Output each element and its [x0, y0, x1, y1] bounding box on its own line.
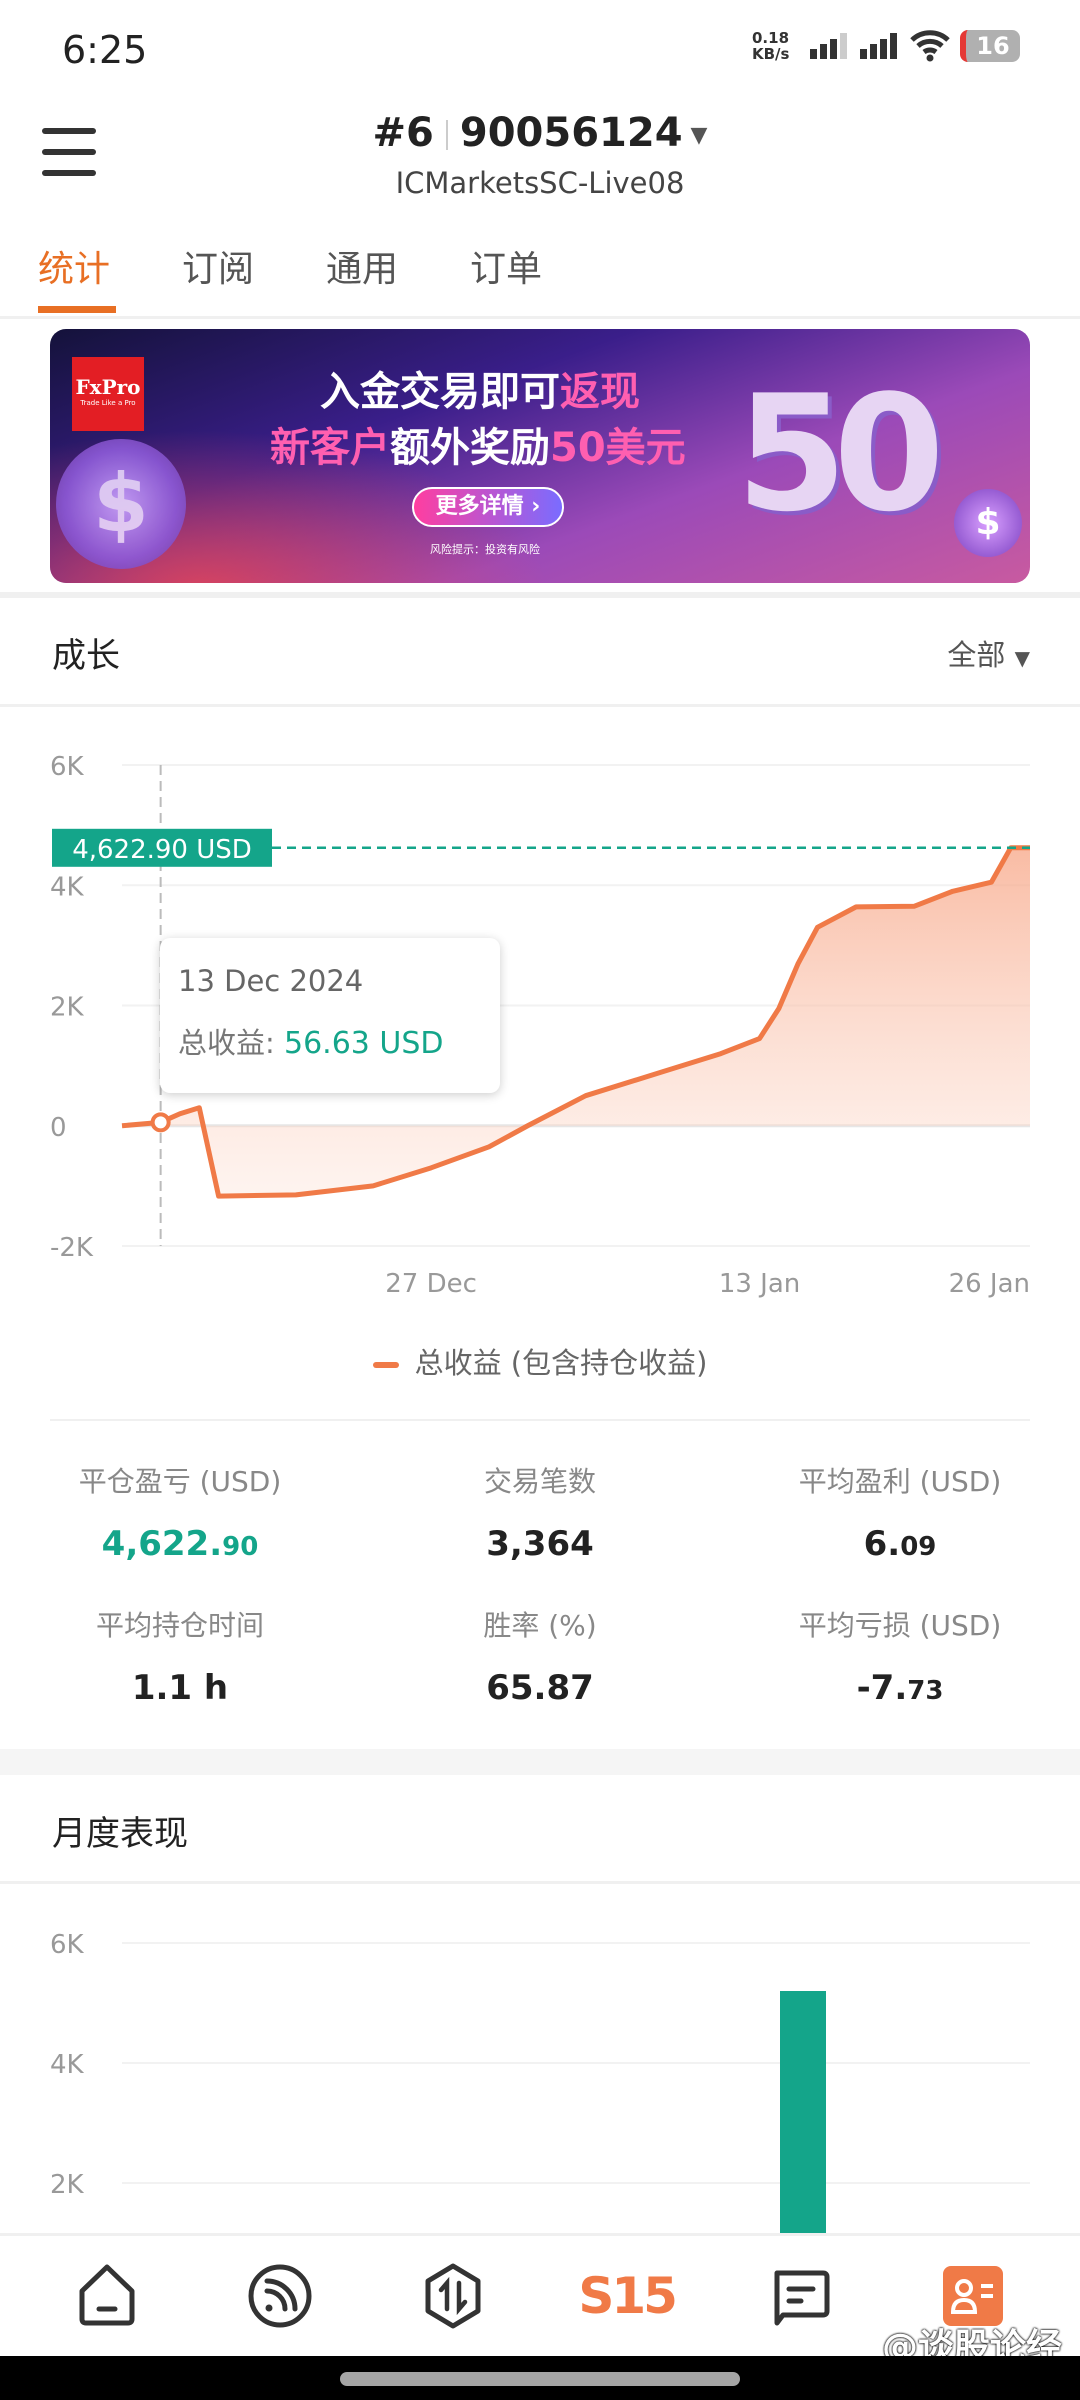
trade-icon — [425, 2263, 481, 2329]
area-fill — [122, 847, 1030, 1197]
menu-button[interactable] — [42, 128, 96, 176]
risk-note: 风险提示：投资有风险 — [430, 543, 540, 556]
account-selector[interactable]: #6 90056124 ▼ — [0, 110, 1080, 156]
dollar-coin-icon: $ — [56, 439, 186, 569]
current-value-label: 4,622.90 USD — [72, 835, 252, 865]
monthly-chart[interactable]: 6K 4K 2K — [0, 1900, 1080, 2234]
monthly-title: 月度表现 — [52, 1814, 188, 1854]
battery-icon: 16 — [960, 30, 1020, 62]
nav-feed[interactable] — [240, 2256, 320, 2336]
status-icons: 0.18 KB/s 16 — [752, 30, 1020, 62]
account-number: 90056124 — [459, 110, 683, 156]
x-tick-label: 27 Dec — [385, 1269, 477, 1299]
stat-item: 平均亏损 (USD) -7.73 — [720, 1604, 1080, 1708]
stat-value: 65.87 — [486, 1668, 594, 1708]
home-gesture-handle[interactable] — [340, 2372, 740, 2386]
tab-bar: 统计 订阅 通用 订单 — [38, 240, 542, 292]
stat-value: 6.09 — [863, 1524, 937, 1564]
nav-s15[interactable]: S15 — [578, 2256, 678, 2336]
y-tick-label: 6K — [50, 752, 85, 782]
tooltip-value: 56.63 USD — [284, 1026, 444, 1061]
y-tick-label: 2K — [50, 2170, 85, 2200]
signal-icon — [860, 33, 897, 59]
y-tick-label: 2K — [50, 993, 85, 1023]
nav-messages[interactable] — [760, 2256, 840, 2336]
stat-label: 平均持仓时间 — [95, 1609, 264, 1642]
banner-line2: 新客户额外奖励50美元 — [270, 425, 686, 471]
bottom-nav: S15 — [0, 2236, 1080, 2356]
brand-logo: FxPro Trade Like a Pro — [72, 357, 144, 431]
net-speed: 0.18 KB/s — [752, 29, 790, 63]
legend-swatch — [372, 1362, 399, 1368]
monthly-bar — [780, 1991, 826, 2234]
stat-item: 平仓盈亏 (USD) 4,622.90 — [0, 1460, 360, 1564]
signal-icon — [810, 33, 847, 59]
range-value: 全部 — [947, 638, 1006, 672]
divider — [0, 316, 1080, 319]
tooltip-label: 总收益: — [178, 1026, 275, 1060]
stat-label: 平均亏损 (USD) — [798, 1609, 1002, 1642]
current-value-badge — [52, 828, 272, 867]
s15-logo: S15 — [578, 2267, 678, 2325]
tab-subscribe[interactable]: 订阅 — [182, 249, 255, 290]
caret-down-icon: ▼ — [690, 122, 708, 148]
divider — [0, 592, 1080, 598]
x-tick-label: 26 Jan — [949, 1269, 1030, 1299]
legend-label: 总收益 (包含持仓收益) — [414, 1346, 708, 1380]
stat-label: 平均盈利 (USD) — [798, 1465, 1002, 1498]
y-tick-label: 0 — [50, 1113, 67, 1143]
nav-profile[interactable] — [933, 2256, 1013, 2336]
banner-line1: 入金交易即可返现 — [320, 369, 640, 415]
stat-item: 胜率 (%) 65.87 — [360, 1604, 720, 1708]
stat-value: -7.73 — [856, 1668, 944, 1708]
stat-item: 平均持仓时间 1.1 h — [0, 1604, 360, 1708]
y-tick-label: 6K — [50, 1930, 85, 1960]
y-tick-label: 4K — [50, 2050, 85, 2080]
divider — [0, 2233, 1080, 2236]
stat-item: 平均盈利 (USD) 6.09 — [720, 1460, 1080, 1564]
status-time: 6:25 — [62, 28, 148, 72]
nav-home[interactable] — [67, 2256, 147, 2336]
y-tick-label: -2K — [50, 1233, 94, 1263]
stat-item: 交易笔数 3,364 — [360, 1460, 720, 1564]
nav-trade[interactable] — [413, 2256, 493, 2336]
dollar-coin-icon: $ — [954, 489, 1022, 557]
growth-chart[interactable]: 6K 4K 2K 0 -2K 27 Dec 13 Jan 26 Jan 4,622.90 USD — [0, 720, 1080, 1310]
server-name: ICMarketsSC-Live08 — [395, 166, 685, 200]
stat-label: 平仓盈亏 (USD) — [78, 1465, 282, 1498]
stat-value: 4,622.90 — [101, 1524, 259, 1564]
tab-general[interactable]: 通用 — [326, 249, 399, 290]
divider — [0, 704, 1080, 707]
promo-banner[interactable]: FxPro Trade Like a Pro $ 入金交易即可返现 新客户额外奖励… — [50, 329, 1030, 583]
chart-tooltip: 13 Dec 2024 总收益: 56.63 USD — [160, 938, 500, 1093]
tab-stats[interactable]: 统计 — [38, 249, 111, 290]
tooltip-date: 13 Dec 2024 — [178, 964, 364, 998]
banner-50-graphic: 50 — [736, 360, 945, 547]
range-dropdown[interactable]: 全部 ▼ — [947, 632, 1030, 674]
y-tick-label: 4K — [50, 872, 85, 902]
divider — [0, 1881, 1080, 1884]
feed-icon — [248, 2264, 312, 2328]
stat-label: 胜率 (%) — [483, 1609, 597, 1642]
tab-orders[interactable]: 订单 — [470, 249, 543, 290]
wifi-icon — [910, 30, 950, 62]
message-icon — [774, 2270, 830, 2326]
divider — [50, 1419, 1030, 1421]
series-line — [121, 845, 1030, 1199]
section-separator — [0, 1749, 1080, 1775]
active-tab-indicator — [38, 306, 116, 313]
stat-value: 3,364 — [486, 1524, 594, 1564]
highlight-point — [150, 1112, 171, 1133]
stat-label: 交易笔数 — [483, 1465, 596, 1498]
x-tick-label: 13 Jan — [719, 1269, 800, 1299]
more-details-button[interactable]: 更多详情 › — [412, 487, 564, 527]
profile-card-icon — [943, 2266, 1004, 2326]
caret-down-icon: ▼ — [1014, 646, 1030, 670]
home-icon — [79, 2264, 135, 2326]
account-index: #6 — [372, 110, 434, 156]
growth-title: 成长 — [52, 636, 120, 676]
stat-value: 1.1 h — [131, 1668, 229, 1708]
chart-legend: 总收益 (包含持仓收益) — [0, 1340, 1080, 1382]
